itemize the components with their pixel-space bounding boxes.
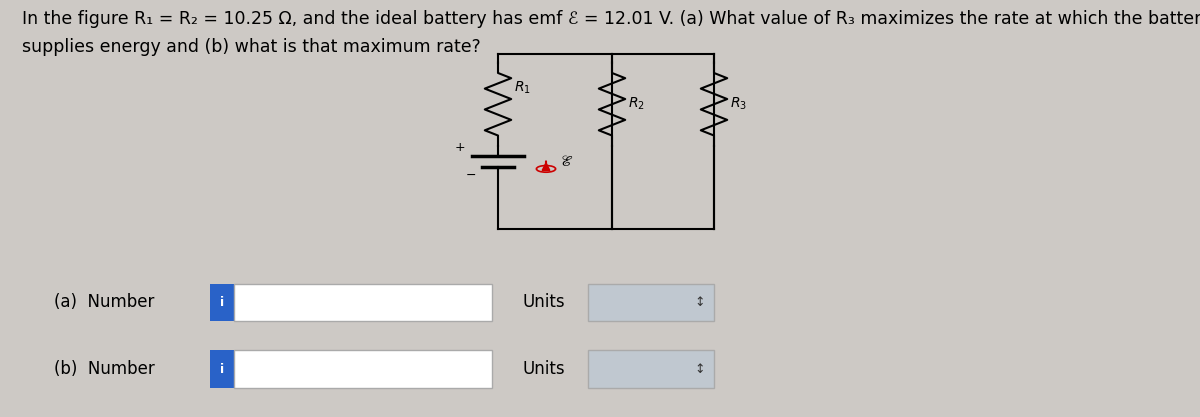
Text: $R_1$: $R_1$: [514, 79, 530, 96]
Text: supplies energy and (b) what is that maximum rate?: supplies energy and (b) what is that max…: [22, 38, 480, 55]
Text: (a)  Number: (a) Number: [54, 293, 155, 311]
Text: −: −: [466, 169, 476, 182]
Text: ↕: ↕: [695, 362, 704, 376]
Text: $R_3$: $R_3$: [730, 96, 746, 113]
Text: In the figure R₁ = R₂ = 10.25 Ω, and the ideal battery has emf ℰ = 12.01 V. (a) : In the figure R₁ = R₂ = 10.25 Ω, and the…: [22, 10, 1200, 28]
Text: +: +: [455, 141, 466, 154]
Text: $R_2$: $R_2$: [628, 96, 644, 113]
FancyBboxPatch shape: [234, 284, 492, 321]
Text: Units: Units: [522, 360, 565, 378]
Text: i: i: [220, 362, 224, 376]
Text: i: i: [220, 296, 224, 309]
FancyBboxPatch shape: [234, 350, 492, 388]
Text: (b)  Number: (b) Number: [54, 360, 155, 378]
Text: $\mathscr{E}$: $\mathscr{E}$: [560, 154, 574, 169]
Text: Units: Units: [522, 293, 565, 311]
FancyBboxPatch shape: [588, 284, 714, 321]
FancyBboxPatch shape: [210, 350, 234, 388]
FancyBboxPatch shape: [588, 350, 714, 388]
Text: ↕: ↕: [695, 296, 704, 309]
FancyBboxPatch shape: [210, 284, 234, 321]
